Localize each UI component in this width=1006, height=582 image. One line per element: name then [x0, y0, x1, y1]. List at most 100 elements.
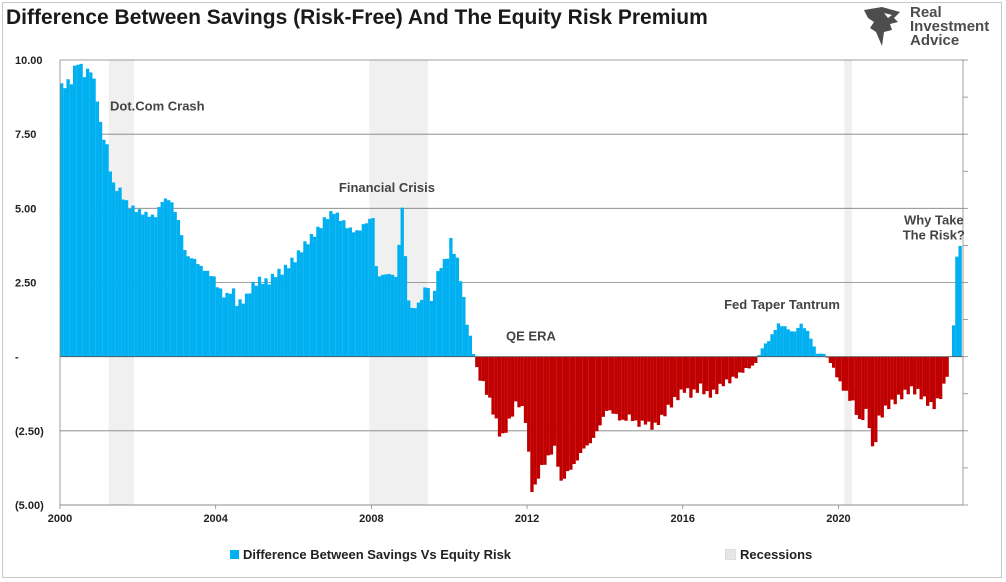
bar [115, 191, 119, 357]
bar [449, 238, 453, 357]
bar [517, 356, 521, 408]
bar [893, 356, 897, 405]
bar [429, 301, 434, 357]
bar [251, 281, 255, 357]
bar [157, 207, 161, 357]
bar [173, 211, 177, 357]
bar [582, 356, 586, 449]
bar [919, 356, 923, 400]
bar [916, 356, 920, 389]
bar [102, 139, 106, 357]
bar [494, 356, 498, 419]
bar [958, 245, 962, 357]
bar [711, 356, 716, 390]
logo-text: Real Investment Advice [910, 5, 989, 48]
bar [835, 356, 839, 378]
bar [248, 293, 252, 357]
bar [565, 356, 570, 472]
bar [617, 356, 622, 421]
bar [384, 274, 388, 357]
bar [608, 356, 612, 411]
bar [854, 356, 858, 415]
y-tick-label: 5.00 [15, 203, 36, 215]
bar [841, 356, 846, 391]
bar [533, 356, 537, 485]
bar [60, 83, 64, 357]
bar [69, 84, 74, 357]
bar [660, 356, 664, 415]
bar [562, 356, 567, 479]
bar [598, 356, 602, 426]
bar [160, 202, 164, 357]
bar [754, 356, 758, 364]
bar [95, 101, 99, 357]
bar [851, 356, 855, 401]
bar [150, 214, 155, 357]
bar [572, 356, 576, 465]
bar [270, 273, 275, 357]
bar [261, 283, 265, 357]
bar [604, 356, 609, 411]
bar [66, 79, 70, 357]
bar [332, 213, 336, 357]
legend-label-series: Difference Between Savings Vs Equity Ris… [243, 547, 512, 562]
bar [880, 356, 884, 418]
bar [909, 356, 914, 387]
bar [812, 346, 816, 357]
bar [741, 356, 745, 373]
bar [763, 343, 768, 357]
bar [186, 256, 190, 357]
bar [724, 356, 729, 380]
bar [228, 293, 232, 357]
bar [540, 356, 544, 465]
bar [591, 356, 596, 438]
bar [205, 270, 210, 357]
bar [121, 199, 125, 357]
bar [527, 356, 531, 452]
bar [296, 250, 301, 357]
bar [666, 356, 670, 405]
x-tick-label: 2000 [48, 513, 72, 525]
bar [705, 356, 709, 392]
bar [896, 356, 901, 395]
bar [319, 228, 323, 357]
bar [105, 144, 109, 357]
bar [361, 224, 365, 357]
bar [89, 72, 93, 357]
legend-swatch-recessions [725, 549, 736, 560]
bar [523, 356, 528, 423]
bar [445, 258, 450, 357]
eagle-logo-icon [864, 7, 900, 46]
bar [147, 216, 151, 357]
bar [85, 68, 90, 357]
bar [806, 330, 810, 357]
bar [342, 220, 346, 357]
bar [780, 326, 784, 357]
bar [475, 356, 479, 368]
bar [822, 353, 826, 357]
bar [945, 356, 949, 377]
bar [955, 256, 959, 357]
bar [351, 232, 356, 357]
bar [176, 219, 181, 357]
bar [715, 356, 719, 395]
bar [831, 356, 836, 368]
bar [98, 121, 103, 357]
bar [640, 356, 644, 421]
bar [215, 287, 219, 357]
bar [588, 356, 593, 444]
bar [218, 288, 223, 357]
bar [825, 356, 829, 358]
bar [92, 78, 96, 357]
bar [267, 284, 271, 357]
bar [929, 356, 933, 403]
bar [728, 356, 732, 384]
bar [702, 356, 706, 395]
bar [634, 356, 638, 421]
bar [277, 268, 281, 357]
bar [520, 356, 524, 406]
bar [770, 334, 774, 357]
bar [922, 356, 927, 397]
bar [637, 356, 641, 427]
